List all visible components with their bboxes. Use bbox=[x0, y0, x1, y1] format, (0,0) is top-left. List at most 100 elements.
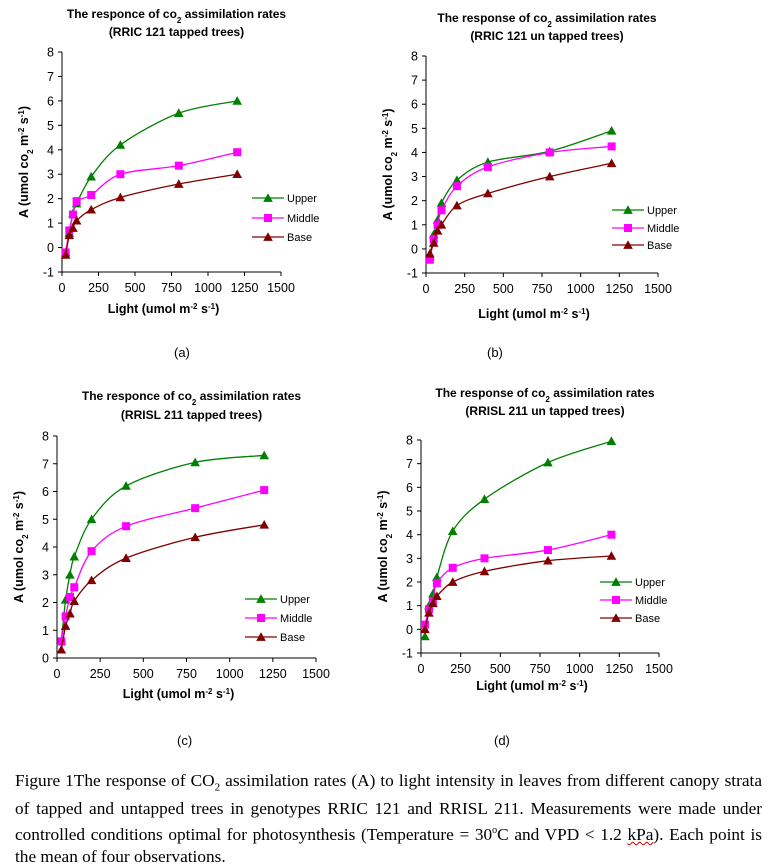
chart-a-svg: The responce of co2 assimilation rates(R… bbox=[17, 7, 320, 317]
series-line-middle bbox=[65, 151, 238, 253]
data-point-base bbox=[479, 566, 490, 576]
data-point-base bbox=[121, 553, 131, 562]
data-point-middle bbox=[191, 504, 200, 513]
data-point-base bbox=[436, 219, 447, 229]
data-point-base bbox=[483, 188, 493, 198]
data-point-base bbox=[432, 591, 442, 601]
y-tick-label: -1 bbox=[407, 267, 418, 281]
chart-title-line1: The response of co2 assimilation rates bbox=[437, 11, 657, 29]
data-point-base bbox=[115, 192, 126, 202]
chart-title-text: The response of co bbox=[437, 11, 547, 25]
y-tick-label: 3 bbox=[47, 168, 54, 182]
y-tick-label: 2 bbox=[406, 576, 413, 590]
data-point-base bbox=[259, 520, 269, 529]
legend-label: Middle bbox=[280, 613, 312, 625]
legend-item-base: Base bbox=[600, 613, 660, 625]
legend-marker-triangle bbox=[611, 577, 621, 586]
y-tick-label: 2 bbox=[411, 194, 418, 208]
chart-title-text: The responce of co bbox=[67, 7, 177, 21]
chart-title-line2: (RRISL 211 un tapped trees) bbox=[465, 404, 624, 418]
data-point-base bbox=[543, 555, 553, 565]
data-point-base bbox=[544, 171, 555, 181]
y-tick-label: 4 bbox=[411, 146, 418, 160]
legend-label: Upper bbox=[635, 577, 665, 589]
data-point-upper bbox=[606, 125, 617, 135]
data-point-middle bbox=[72, 197, 81, 206]
y-axis-label: A (umol co2 m-2 s-1) bbox=[376, 490, 394, 602]
data-point-upper bbox=[479, 494, 490, 504]
data-point-base bbox=[428, 598, 438, 608]
data-point-middle bbox=[480, 554, 489, 563]
y-tick-label: 3 bbox=[42, 568, 49, 582]
y-tick-label: 6 bbox=[406, 481, 413, 495]
data-point-middle bbox=[87, 191, 96, 199]
y-axis-label: A (umol co2 m-2 s-1) bbox=[17, 106, 35, 218]
series-line-upper bbox=[429, 130, 612, 257]
data-point-base bbox=[606, 158, 617, 168]
y-axis-label: A (umol co2 m-2 s-1) bbox=[381, 108, 399, 220]
data-point-upper bbox=[259, 450, 269, 460]
data-point-middle bbox=[433, 220, 442, 229]
legend-item-middle: Middle bbox=[612, 223, 679, 235]
legend-label: Middle bbox=[287, 213, 319, 225]
y-tick-label: 4 bbox=[47, 143, 54, 157]
y-tick-label: 6 bbox=[411, 98, 418, 112]
x-tick-label: 1000 bbox=[216, 667, 244, 681]
legend-item-middle: Middle bbox=[252, 213, 319, 225]
x-axis-label: Light (umol m-2 s-1) bbox=[108, 302, 219, 317]
data-point-middle bbox=[448, 563, 457, 572]
x-tick-label: 1500 bbox=[302, 667, 330, 681]
chart-title-text-rest: assimilation rates bbox=[552, 11, 657, 25]
y-tick-label: 5 bbox=[42, 513, 49, 527]
data-point-base bbox=[432, 226, 443, 235]
y-tick-label: 1 bbox=[47, 217, 54, 231]
chart-panel-d: The response of co2 assimilation rates (R… bbox=[376, 380, 769, 720]
x-tick-label: 0 bbox=[423, 282, 430, 296]
data-point-upper bbox=[190, 457, 200, 467]
y-tick-label: 1 bbox=[42, 624, 49, 638]
y-tick-label: 3 bbox=[406, 552, 413, 566]
legend-marker-triangle bbox=[623, 240, 633, 249]
y-tick-label: 8 bbox=[406, 434, 413, 448]
y-tick-label: 8 bbox=[411, 50, 418, 64]
chart-title-text: The response of co bbox=[435, 386, 545, 400]
y-tick-label: 5 bbox=[47, 119, 54, 133]
x-tick-label: 1000 bbox=[566, 662, 594, 676]
y-tick-label: 0 bbox=[42, 652, 49, 666]
caption-prefix: Figure 1The response of CO bbox=[15, 771, 215, 790]
data-point-upper bbox=[115, 140, 126, 149]
data-point-middle bbox=[607, 530, 616, 539]
x-tick-label: 250 bbox=[90, 667, 111, 681]
chart-title-line1: The response of co2 assimilation rates bbox=[435, 386, 655, 404]
x-tick-label: 750 bbox=[176, 667, 197, 681]
y-tick-label: -1 bbox=[402, 647, 413, 661]
legend-item-upper: Upper bbox=[612, 205, 677, 217]
chart-d-svg: The response of co2 assimilation rates(R… bbox=[376, 386, 673, 693]
data-point-base bbox=[86, 575, 97, 585]
data-point-base bbox=[606, 551, 617, 560]
chart-b-svg: The response of co2 assimilation rates(R… bbox=[381, 11, 680, 321]
data-point-middle bbox=[65, 592, 74, 601]
data-point-middle bbox=[87, 547, 96, 556]
x-tick-label: 1000 bbox=[567, 282, 595, 296]
caption-degree: o bbox=[492, 825, 498, 837]
data-point-upper bbox=[69, 551, 80, 561]
data-point-upper bbox=[174, 108, 184, 117]
data-point-middle bbox=[425, 255, 434, 264]
x-tick-label: 250 bbox=[454, 282, 475, 296]
y-tick-label: 5 bbox=[411, 122, 418, 136]
x-tick-label: 1500 bbox=[267, 281, 295, 295]
legend-label: Upper bbox=[280, 594, 310, 606]
x-tick-label: 1250 bbox=[605, 662, 633, 676]
chart-title-subscript: 2 bbox=[547, 20, 552, 29]
legend-label: Upper bbox=[287, 193, 317, 205]
legend-label: Upper bbox=[647, 205, 677, 217]
x-tick-label: 250 bbox=[450, 662, 471, 676]
chart-title-subscript: 2 bbox=[192, 398, 197, 407]
legend-item-base: Base bbox=[612, 240, 672, 252]
y-tick-label: 0 bbox=[411, 242, 418, 256]
data-point-upper bbox=[65, 569, 75, 579]
data-point-base bbox=[424, 607, 434, 617]
chart-title-line1: The responce of co2 assimilation rates bbox=[67, 7, 287, 25]
data-point-middle bbox=[607, 142, 616, 151]
